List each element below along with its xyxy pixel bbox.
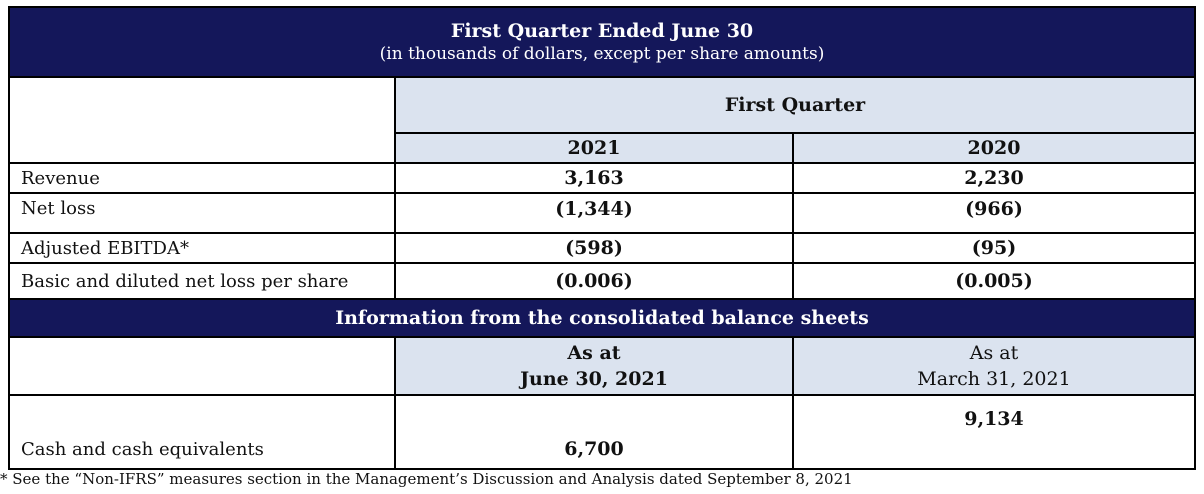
net-loss-per-share-2020: (0.005) [792,262,1196,300]
financial-table: First Quarter Ended June 30 (in thousand… [8,6,1196,470]
blank-header-cell [8,76,396,164]
cash-june-2021: 6,700 [394,394,794,470]
balance-col-march-2021: As at March 31, 2021 [792,336,1196,396]
net-loss-2020: (966) [792,192,1196,234]
balance-col-line1: As at [969,342,1019,364]
revenue-2020: 2,230 [792,162,1196,194]
balance-col-line1: As at [567,342,621,364]
row-label-revenue: Revenue [8,162,396,194]
table-row: Revenue 3,163 2,230 [8,162,1196,194]
balance-col-line2: March 31, 2021 [917,368,1071,390]
balance-col-line2: June 30, 2021 [520,368,668,390]
period-header: First Quarter [394,76,1196,134]
row-label-net-loss-per-share: Basic and diluted net loss per share [8,262,396,300]
table-subtitle: (in thousands of dollars, except per sha… [379,44,825,64]
net-loss-per-share-2021: (0.006) [394,262,794,300]
row-label-cash: Cash and cash equivalents [8,394,396,470]
table-title-cell: First Quarter Ended June 30 (in thousand… [8,6,1196,78]
financial-summary: First Quarter Ended June 30 (in thousand… [8,6,1196,470]
balance-sheet-header: Information from the consolidated balanc… [8,298,1196,338]
blank-balance-header-cell [8,336,396,396]
revenue-2021: 3,163 [394,162,794,194]
adjusted-ebitda-2021: (598) [394,232,794,264]
table-row: Adjusted EBITDA* (598) (95) [8,232,1196,264]
table-row: Net loss (1,344) (966) [8,192,1196,234]
net-loss-2021: (1,344) [394,192,794,234]
adjusted-ebitda-2020: (95) [792,232,1196,264]
footnote: * See the “Non-IFRS” measures section in… [0,470,853,488]
table-row: Cash and cash equivalents 6,700 9,134 [8,394,1196,470]
row-label-net-loss: Net loss [8,192,396,234]
row-label-adjusted-ebitda: Adjusted EBITDA* [8,232,396,264]
year-2020-header: 2020 [792,132,1196,164]
year-2021-header: 2021 [394,132,794,164]
balance-col-june-2021: As at June 30, 2021 [394,336,794,396]
cash-march-2021: 9,134 [792,394,1196,470]
table-title: First Quarter Ended June 30 [450,20,754,42]
table-row: Basic and diluted net loss per share (0.… [8,262,1196,300]
